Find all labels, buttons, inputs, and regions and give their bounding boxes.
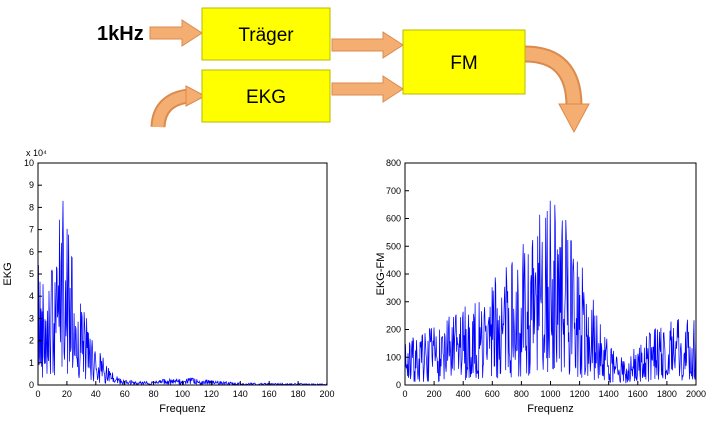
svg-text:400: 400 [456, 389, 471, 399]
svg-text:100: 100 [386, 352, 401, 362]
svg-text:120: 120 [204, 389, 219, 399]
ekg_fm_spectrum-series [404, 200, 697, 384]
arrow-ekg-input-head-icon [185, 85, 207, 107]
block-ekg-label: EKG [246, 87, 286, 108]
svg-text:200: 200 [319, 389, 334, 399]
svg-text:8: 8 [29, 202, 34, 212]
svg-text:2: 2 [29, 336, 34, 346]
svg-text:600: 600 [485, 389, 500, 399]
svg-text:1800: 1800 [657, 389, 677, 399]
svg-text:4: 4 [29, 291, 34, 301]
svg-text:200: 200 [427, 389, 442, 399]
svg-text:200: 200 [386, 325, 401, 335]
arrow-ekg-to-fm-icon [331, 75, 404, 103]
svg-text:80: 80 [149, 389, 159, 399]
ekg_fm_spectrum-xlabel: Frequenz [527, 403, 573, 415]
svg-text:1: 1 [29, 358, 34, 368]
block-ekg: EKG [201, 69, 331, 123]
svg-text:10: 10 [24, 158, 34, 168]
svg-text:100: 100 [175, 389, 190, 399]
arrow-1khz-to-traeger-icon [149, 19, 203, 47]
arrow-ekg-input-shaft-inner-icon [152, 90, 190, 128]
svg-text:600: 600 [386, 214, 401, 224]
svg-text:40: 40 [91, 389, 101, 399]
svg-text:300: 300 [386, 297, 401, 307]
svg-text:0: 0 [29, 380, 34, 390]
block-fm-label: FM [450, 53, 477, 74]
svg-text:20: 20 [62, 389, 72, 399]
svg-text:1000: 1000 [540, 389, 560, 399]
svg-text:180: 180 [291, 389, 306, 399]
svg-text:140: 140 [233, 389, 248, 399]
svg-text:700: 700 [386, 186, 401, 196]
svg-text:800: 800 [514, 389, 529, 399]
svg-text:60: 60 [120, 389, 130, 399]
svg-text:1600: 1600 [628, 389, 648, 399]
svg-text:5: 5 [29, 269, 34, 279]
block-traeger: Träger [201, 7, 331, 61]
ekg_spectrum-ylabel: EKG [2, 262, 14, 285]
svg-text:1200: 1200 [570, 389, 590, 399]
svg-text:800: 800 [386, 158, 401, 168]
svg-text:400: 400 [386, 269, 401, 279]
arrow-traeger-to-fm-icon [331, 31, 404, 59]
ekg_spectrum-yscale-label: x 10⁴ [26, 148, 47, 158]
svg-text:1400: 1400 [599, 389, 619, 399]
svg-text:500: 500 [386, 241, 401, 251]
block-traeger-label: Träger [238, 25, 294, 46]
input-frequency-label: 1kHz [97, 23, 144, 45]
svg-text:9: 9 [29, 180, 34, 190]
svg-text:0: 0 [396, 380, 401, 390]
svg-text:6: 6 [29, 247, 34, 257]
block-fm: FM [402, 29, 526, 95]
arrow-fm-output-shaft-inner-icon [524, 47, 581, 107]
svg-text:0: 0 [402, 389, 407, 399]
svg-text:3: 3 [29, 313, 34, 323]
svg-text:160: 160 [262, 389, 277, 399]
ekg-fm-spectrum-chart: 0 200 400 600 800 1000 1200 1400 1600 1800 2000 0 10… [375, 158, 706, 415]
ekg_fm_spectrum-ylabel: EKG-FM [375, 253, 387, 296]
ekg_spectrum-xlabel: Frequenz [159, 403, 205, 415]
signal-flow-diagram: 1kHz Träger EKG FM [97, 7, 590, 134]
ekg-spectrum-chart: 0 20 40 60 80 100 120 140 160 180 200 0 1 2 3 4 5 6 7 8 9 10 F… [2, 148, 335, 415]
arrow-fm-output-head-icon [558, 103, 590, 134]
svg-text:2000: 2000 [686, 389, 706, 399]
svg-text:0: 0 [35, 389, 40, 399]
svg-text:7: 7 [29, 225, 34, 235]
ekg_spectrum-series [37, 200, 328, 386]
